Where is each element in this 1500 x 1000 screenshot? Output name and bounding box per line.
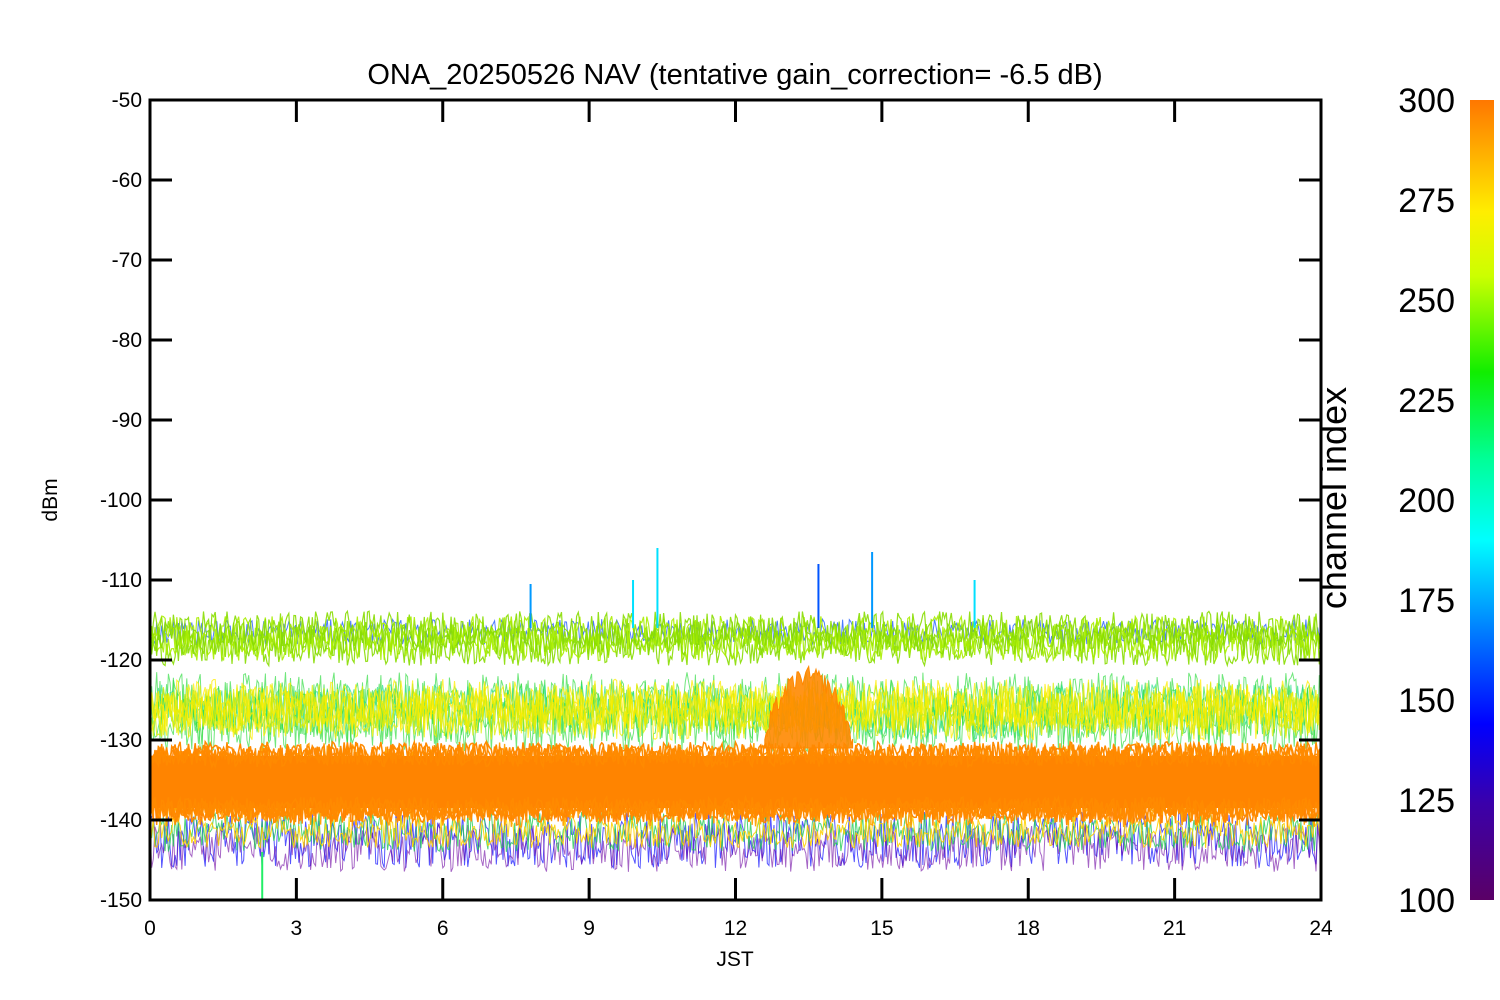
series-trace-orange-top: [150, 741, 1321, 768]
series-band-core: [150, 756, 1321, 808]
colorbar-tick-label: 150: [1398, 682, 1455, 720]
series-trace-low-yellow: [150, 814, 1321, 850]
y-tick-label: -100: [100, 489, 142, 512]
colorbar-tick-label: 250: [1398, 282, 1455, 320]
series-trace-orange-top: [150, 744, 1321, 770]
x-axis-title: JST: [716, 948, 754, 971]
colorbar-title: channel index: [1313, 387, 1354, 609]
x-tick-label: 18: [1017, 917, 1040, 940]
series-trace-mid-yellow: [150, 678, 1321, 728]
colorbar-ticks: 300 275 250 225 200 175 150 125 100: [1398, 82, 1455, 920]
x-tick-label: 3: [291, 917, 303, 940]
y-tick-label: -140: [100, 809, 142, 832]
x-tick-label: 6: [437, 917, 449, 940]
colorbar-tick-label: 100: [1398, 882, 1455, 920]
colorbar-tick-label: 125: [1398, 782, 1455, 820]
x-tick-label: 0: [144, 917, 156, 940]
y-tick-label: -150: [100, 889, 142, 912]
colorbar-tick-label: 200: [1398, 482, 1455, 520]
y-tick-label: -110: [102, 569, 142, 592]
y-axis: -50 -60 -70 -80 -90 -100 -110 -120 -130 -140 -150: [100, 89, 1321, 912]
y-tick-label: -80: [112, 329, 142, 352]
y-axis-title: dBm: [39, 478, 62, 521]
colorbar-tick-label: 300: [1398, 82, 1455, 120]
colorbar-tick-label: 275: [1398, 182, 1455, 220]
x-tick-label: 9: [583, 917, 595, 940]
chart-title: ONA_20250526 NAV (tentative gain_correct…: [367, 59, 1102, 91]
colorbar-tick-label: 225: [1398, 382, 1455, 420]
x-tick-label: 12: [724, 917, 747, 940]
x-tick-label: 21: [1163, 917, 1186, 940]
colorbar: [1470, 100, 1494, 900]
series-trace-orange-bottom: [150, 794, 1321, 820]
x-tick-label: 24: [1309, 917, 1333, 940]
x-tick-label: 15: [870, 917, 893, 940]
y-tick-label: -130: [100, 729, 142, 752]
series-trace-upper-green: [150, 613, 1321, 652]
series-trace-upper-green: [150, 619, 1321, 658]
y-tick-label: -60: [112, 169, 142, 192]
y-tick-label: -90: [112, 409, 142, 432]
plot-data: [150, 548, 1321, 900]
x-axis: 0 3 6 9 12 15 18 21 24: [144, 100, 1333, 940]
y-tick-label: -50: [112, 89, 142, 112]
series-bump: [764, 664, 854, 749]
colorbar-tick-label: 175: [1398, 582, 1455, 620]
y-tick-label: -120: [100, 649, 142, 672]
y-tick-label: -70: [112, 249, 142, 272]
series-trace-upper-green: [150, 609, 1321, 649]
series-trace-mid-yellow: [150, 687, 1321, 739]
